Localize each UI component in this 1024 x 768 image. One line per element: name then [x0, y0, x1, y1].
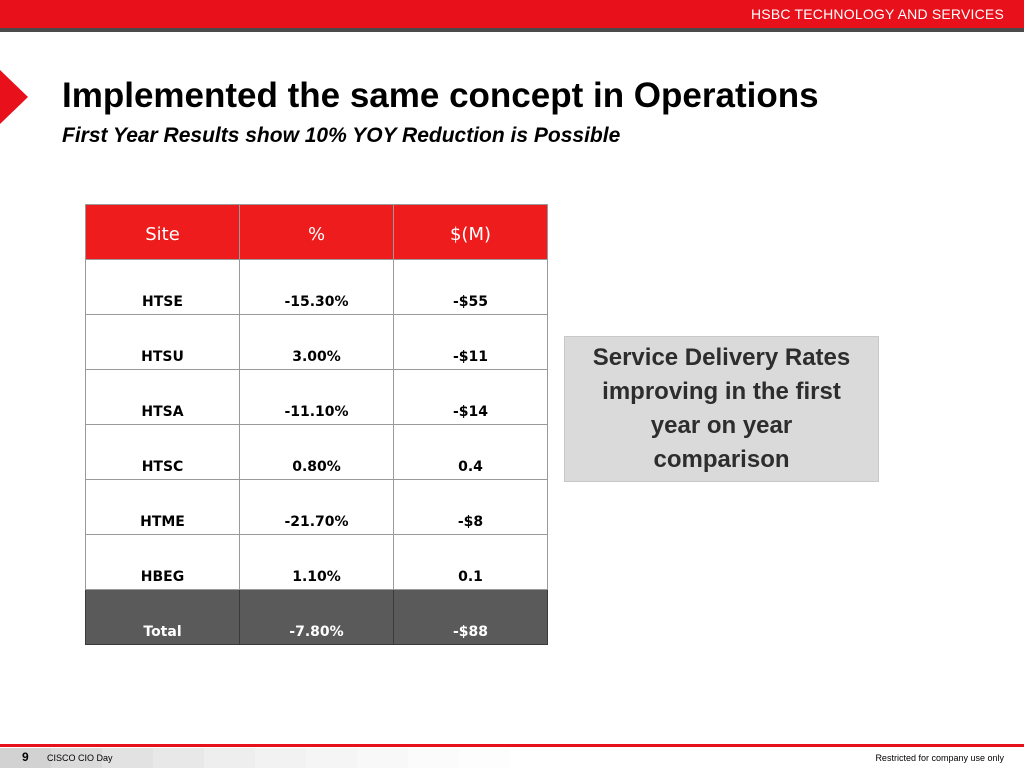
- callout-box: Service Delivery Rates improving in the …: [564, 336, 879, 482]
- percent-cell: -15.30%: [239, 259, 394, 315]
- percent-cell: -21.70%: [239, 479, 394, 535]
- site-cell: HTSE: [85, 259, 240, 315]
- percent-cell: -11.10%: [239, 369, 394, 425]
- site-cell: HTME: [85, 479, 240, 535]
- table-row: HTSU 3.00% -$11: [85, 314, 548, 370]
- percent-cell: 3.00%: [239, 314, 394, 370]
- table-total-row: Total -7.80% -$88: [85, 589, 548, 645]
- footer-rule: [0, 744, 1024, 747]
- column-header-amount: $(M): [393, 204, 548, 260]
- column-header-percent: %: [239, 204, 394, 260]
- site-cell: HTSU: [85, 314, 240, 370]
- table-header-row: Site % $(M): [85, 204, 548, 260]
- footer-swatch: [459, 748, 510, 768]
- footer-swatch: [357, 748, 408, 768]
- results-table: Site % $(M) HTSE -15.30% -$55 HTSU 3.00%…: [85, 204, 548, 645]
- footer-notice: Restricted for company use only: [875, 753, 1004, 763]
- footer-swatch: [306, 748, 357, 768]
- slide-marker: [0, 70, 28, 124]
- footer-swatch: [102, 748, 153, 768]
- site-cell: HTSA: [85, 369, 240, 425]
- amount-cell: 0.1: [393, 534, 548, 590]
- footer-event-label: CISCO CIO Day: [47, 753, 113, 763]
- table-row: HTSC 0.80% 0.4: [85, 424, 548, 480]
- footer-swatch: [0, 748, 51, 768]
- footer-swatch: [255, 748, 306, 768]
- column-header-site: Site: [85, 204, 240, 260]
- callout-text: Service Delivery Rates improving in the …: [592, 344, 851, 473]
- percent-cell: 1.10%: [239, 534, 394, 590]
- amount-cell: -$55: [393, 259, 548, 315]
- header-bar: HSBC TECHNOLOGY AND SERVICES: [0, 0, 1024, 28]
- site-cell: HTSC: [85, 424, 240, 480]
- slide-title: Implemented the same concept in Operatio…: [62, 76, 819, 115]
- footer-swatch: [153, 748, 204, 768]
- slide-subtitle: First Year Results show 10% YOY Reductio…: [62, 124, 621, 147]
- page-number: 9: [22, 750, 29, 764]
- table-row: HTSA -11.10% -$14: [85, 369, 548, 425]
- table-row: HTME -21.70% -$8: [85, 479, 548, 535]
- amount-cell: -$14: [393, 369, 548, 425]
- table-row: HBEG 1.10% 0.1: [85, 534, 548, 590]
- company-label: HSBC TECHNOLOGY AND SERVICES: [750, 6, 1004, 22]
- footer-swatch: [204, 748, 255, 768]
- footer-swatch: [51, 748, 102, 768]
- amount-cell: -$11: [393, 314, 548, 370]
- site-cell: HBEG: [85, 534, 240, 590]
- footer-swatch: [408, 748, 459, 768]
- total-amount-cell: -$88: [393, 589, 548, 645]
- footer-strip: [0, 748, 510, 768]
- table-row: HTSE -15.30% -$55: [85, 259, 548, 315]
- header-rule: [0, 28, 1024, 32]
- amount-cell: 0.4: [393, 424, 548, 480]
- percent-cell: 0.80%: [239, 424, 394, 480]
- total-percent-cell: -7.80%: [239, 589, 394, 645]
- amount-cell: -$8: [393, 479, 548, 535]
- total-label-cell: Total: [85, 589, 240, 645]
